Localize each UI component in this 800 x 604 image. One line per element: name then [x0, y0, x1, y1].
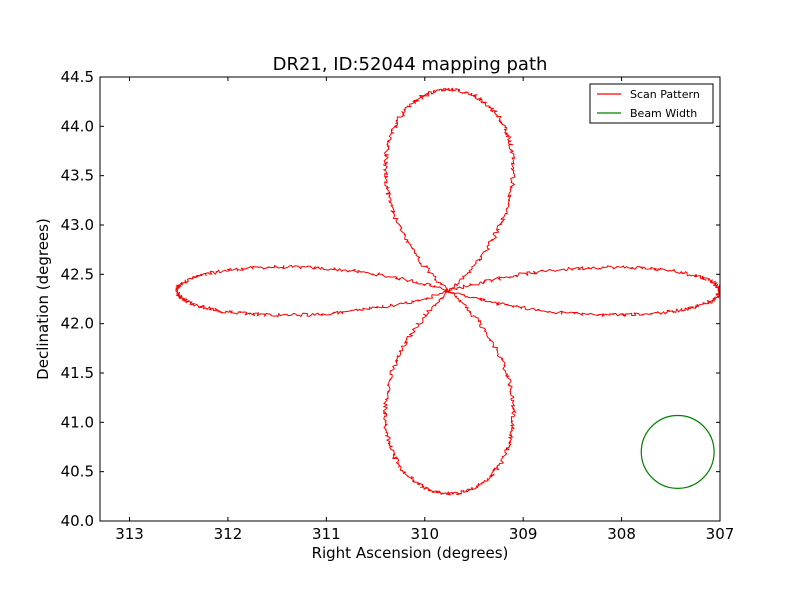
series-layer	[175, 87, 720, 496]
x-tick-label: 313	[115, 525, 144, 543]
y-tick-label: 43.5	[61, 167, 94, 185]
y-tick-label: 40.0	[61, 512, 94, 530]
x-tick-label: 307	[706, 525, 735, 543]
series-beam-width	[640, 414, 715, 489]
y-tick-label: 42.0	[61, 315, 94, 333]
series-scan-pattern	[175, 87, 720, 496]
x-tick-label: 308	[607, 525, 636, 543]
x-tick-label: 310	[410, 525, 439, 543]
y-tick-label: 44.0	[61, 117, 94, 135]
legend-label-scan-pattern: Scan Pattern	[630, 88, 700, 101]
x-axis-label: Right Ascension (degrees)	[312, 544, 509, 562]
x-tick-label: 311	[312, 525, 341, 543]
y-tick-label: 41.5	[61, 364, 94, 382]
legend-box	[589, 83, 714, 124]
y-tick-label: 40.5	[61, 463, 94, 481]
legend-label-beam-width: Beam Width	[630, 107, 697, 120]
y-tick-label: 43.0	[61, 216, 94, 234]
x-axis-ticks: 313 312 311 310 309 308 307	[115, 77, 734, 543]
y-tick-label: 42.5	[61, 265, 94, 283]
y-tick-label: 44.5	[61, 68, 94, 86]
x-tick-label: 312	[214, 525, 243, 543]
chart-title: DR21, ID:52044 mapping path	[273, 54, 548, 75]
x-tick-label: 309	[509, 525, 538, 543]
y-axis-label: Declination (degrees)	[34, 218, 52, 380]
y-axis-ticks: 40.0 40.5 41.0 41.5 42.0 42.5 43.0 43.5 44.0 44.5	[61, 68, 720, 530]
y-tick-label: 41.0	[61, 413, 94, 431]
legend: Scan Pattern Beam Width	[589, 83, 714, 124]
plot-frame	[99, 76, 721, 522]
